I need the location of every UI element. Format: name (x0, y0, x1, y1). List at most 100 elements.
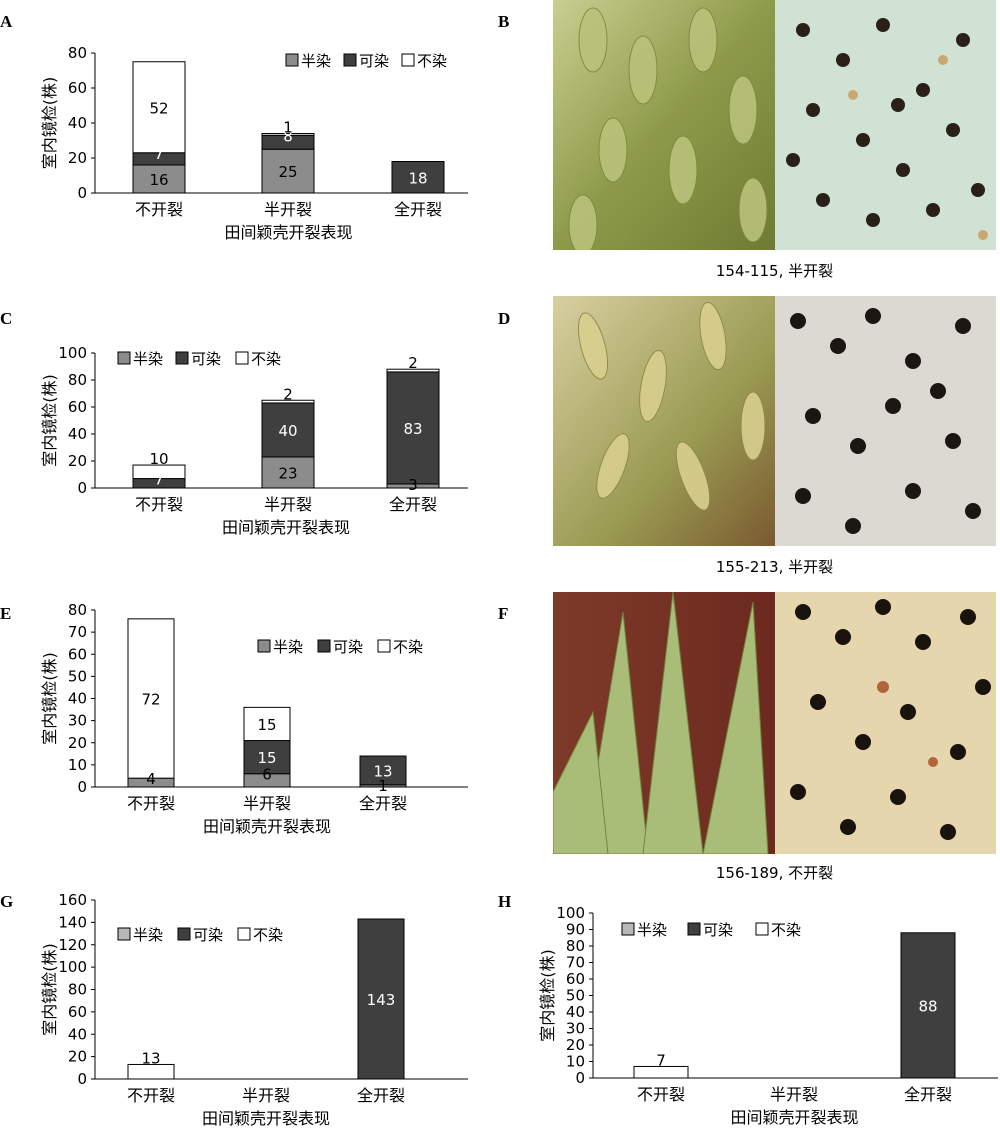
legend-label: 可染 (333, 638, 363, 656)
legend-swatch (621, 922, 635, 936)
panel-letter-f: F (498, 604, 509, 623)
caption-b: 154-115, 半开裂 (715, 262, 834, 280)
y-tick-label: 10 (566, 1053, 585, 1071)
y-tick-label: 20 (68, 734, 87, 752)
data-label: 6 (262, 766, 272, 784)
photo-b (553, 0, 996, 250)
caption-f: 156-189, 不开裂 (715, 864, 834, 882)
y-tick-label: 60 (68, 398, 87, 416)
data-label: 3 (408, 476, 418, 494)
x-tick-label: 全开裂 (394, 200, 442, 219)
x-tick-label: 不开裂 (637, 1085, 685, 1104)
x-axis-title: 田间颖壳开裂表现 (224, 223, 352, 242)
x-tick-label: 全开裂 (904, 1085, 952, 1104)
pollen-photo-right (775, 592, 996, 854)
y-tick-label: 120 (58, 936, 87, 954)
legend-label: 不染 (251, 350, 281, 368)
legend-swatch (343, 53, 357, 67)
photo-d (553, 296, 996, 546)
data-label: 15 (257, 716, 276, 734)
panel-letter-c: C (0, 309, 13, 328)
bar-segment (261, 148, 315, 194)
y-tick-label: 30 (68, 712, 87, 730)
y-tick-label: 80 (68, 371, 87, 389)
data-label: 10 (149, 450, 168, 468)
legend-label: 半染 (273, 638, 303, 656)
y-axis-title: 室内镜检(株) (40, 652, 59, 745)
y-tick-label: 30 (566, 1020, 585, 1038)
y-tick-label: 0 (77, 1070, 87, 1088)
y-axis-title: 室内镜检(株) (40, 374, 59, 467)
y-tick-label: 60 (68, 1003, 87, 1021)
data-label: 7 (656, 1051, 666, 1069)
legend-swatch (117, 927, 131, 941)
legend-swatch (235, 351, 249, 365)
x-axis-title: 田间颖壳开裂表现 (203, 817, 331, 836)
legend-swatch (237, 927, 251, 941)
x-tick-label: 半开裂 (264, 200, 312, 219)
y-tick-label: 0 (77, 184, 87, 202)
legend-label: 不染 (771, 921, 801, 939)
legend-swatch (687, 922, 701, 936)
legend-swatch (177, 927, 191, 941)
bar-segment (132, 464, 186, 480)
chart-g: 0 20 40 60 80 100 120 140 160 室内镜检(株) 13 不开裂 半开裂 143 全… (40, 891, 468, 1128)
y-tick-label: 10 (68, 756, 87, 774)
legend-label: 可染 (703, 921, 733, 939)
x-tick-label: 半开裂 (264, 495, 312, 514)
x-tick-label: 半开裂 (770, 1085, 818, 1104)
legend-label: 半染 (301, 52, 331, 70)
y-tick-label: 100 (58, 344, 87, 362)
panel-letter-e: E (0, 604, 12, 623)
y-tick-label: 140 (58, 913, 87, 931)
y-tick-label: 20 (68, 149, 87, 167)
data-label: 83 (403, 420, 422, 438)
data-label: 143 (367, 991, 396, 1009)
legend-swatch (317, 639, 331, 653)
y-axis-title: 室内镜检(株) (538, 949, 557, 1042)
y-axis-title: 室内镜检(株) (40, 943, 59, 1036)
x-tick-label: 不开裂 (135, 200, 183, 219)
bar-segment (386, 368, 440, 373)
data-label: 88 (918, 997, 937, 1015)
panel-letter-a: A (0, 12, 13, 31)
y-tick-label: 40 (68, 114, 87, 132)
bar-segment (132, 164, 186, 194)
y-tick-label: 60 (566, 970, 585, 988)
x-tick-label: 全开裂 (389, 495, 437, 514)
data-label: 7 (154, 471, 164, 489)
y-tick-label: 40 (68, 690, 87, 708)
legend-label: 不染 (417, 52, 447, 70)
legend-label: 可染 (193, 926, 223, 944)
bar-segment (386, 371, 440, 485)
bar-segment (243, 706, 291, 742)
legend-label: 半染 (637, 921, 667, 939)
legend-swatch (401, 53, 415, 67)
y-tick-label: 0 (77, 479, 87, 497)
data-label: 40 (278, 422, 297, 440)
bar-segment (261, 133, 315, 136)
bar-segment (357, 918, 405, 1080)
x-tick-label: 半开裂 (243, 794, 291, 813)
x-tick-label: 不开裂 (135, 495, 183, 514)
legend-label: 半染 (133, 350, 163, 368)
y-tick-label: 50 (68, 667, 87, 685)
y-tick-label: 0 (575, 1069, 585, 1087)
y-tick-label: 50 (566, 987, 585, 1005)
bar-segment (391, 161, 445, 194)
y-tick-label: 100 (58, 958, 87, 976)
x-tick-label: 全开裂 (357, 1086, 405, 1105)
data-label: 2 (283, 385, 293, 403)
data-label: 2 (408, 354, 418, 372)
y-tick-label: 40 (68, 425, 87, 443)
y-tick-label: 100 (556, 904, 585, 922)
y-tick-label: 70 (68, 623, 87, 641)
bar-segment (127, 1063, 175, 1080)
data-label: 8 (283, 127, 293, 145)
bar-segment (261, 456, 315, 489)
bar-segment (132, 61, 186, 154)
bar-segment (243, 740, 291, 775)
data-label: 7 (154, 145, 164, 163)
data-label: 1 (283, 119, 293, 137)
legend-swatch (117, 351, 131, 365)
